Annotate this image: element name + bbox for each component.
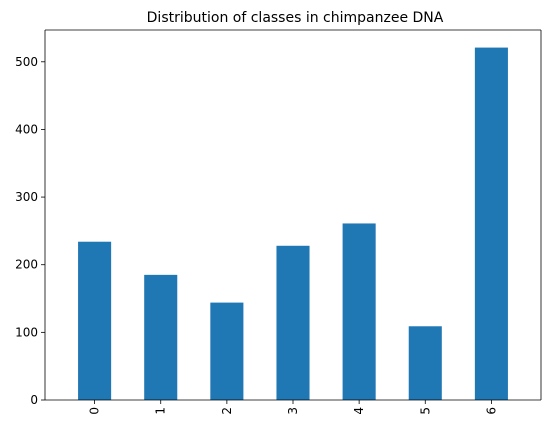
bar-6 xyxy=(474,47,508,400)
x-tick-label-5: 5 xyxy=(418,407,432,415)
y-tick-label-300: 300 xyxy=(15,190,38,204)
bar-1 xyxy=(144,274,178,400)
bar-5 xyxy=(408,326,442,400)
bar-3 xyxy=(276,245,310,400)
bar-4 xyxy=(342,223,376,400)
x-tick-label-2: 2 xyxy=(220,407,234,415)
x-tick-label-1: 1 xyxy=(154,407,168,415)
x-tick-label-0: 0 xyxy=(88,407,102,415)
bar-2 xyxy=(210,302,244,400)
bar-0 xyxy=(78,241,112,400)
y-tick-label-0: 0 xyxy=(30,393,38,407)
axes-layer: 0 100 200 300 400 500 0 1 2 3 4 5 6 xyxy=(15,29,542,415)
bars-layer xyxy=(78,47,508,400)
x-tick-label-6: 6 xyxy=(484,407,498,415)
y-tick-label-400: 400 xyxy=(15,122,38,136)
y-tick-label-500: 500 xyxy=(15,55,38,69)
x-tick-label-4: 4 xyxy=(352,407,366,415)
x-tick-label-3: 3 xyxy=(286,407,300,415)
chart-title: Distribution of classes in chimpanzee DN… xyxy=(147,10,444,26)
y-tick-label-100: 100 xyxy=(15,325,38,339)
y-tick-label-200: 200 xyxy=(15,258,38,272)
